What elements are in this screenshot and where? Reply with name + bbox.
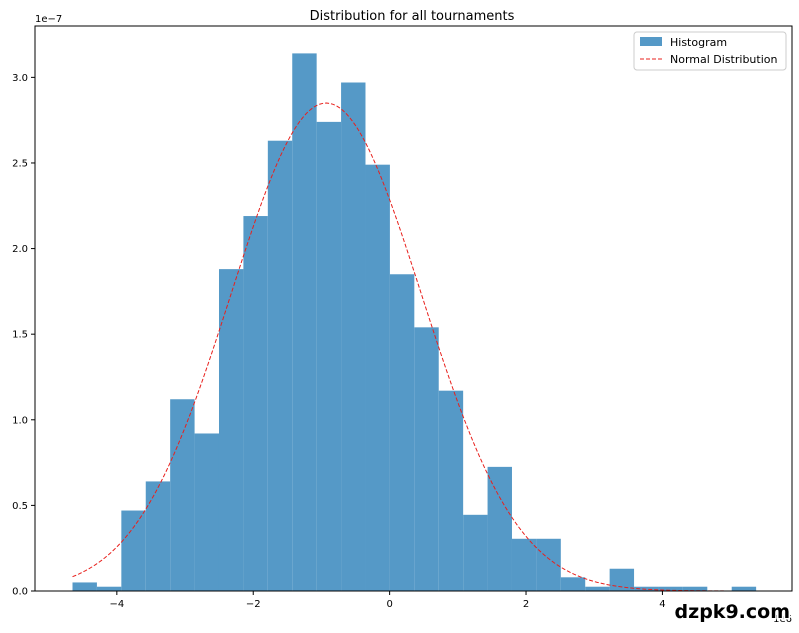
x-scale-label: 1e6: [773, 614, 792, 625]
legend-label-histogram: Histogram: [670, 36, 727, 49]
histogram-bar: [560, 577, 586, 591]
histogram-bar: [463, 514, 488, 591]
y-tick-label: 0.0: [12, 587, 28, 598]
histogram-bar: [218, 269, 244, 591]
histogram-bar: [682, 586, 708, 591]
histogram-bar: [96, 586, 122, 591]
histogram-bar: [731, 586, 757, 591]
x-tick-label: −2: [246, 599, 261, 610]
normal-distribution-curve: [72, 102, 724, 592]
histogram-bar: [316, 121, 342, 591]
y-tick-label: 0.5: [12, 501, 28, 512]
histogram-bar: [438, 390, 464, 591]
y-tick-label: 3.0: [12, 73, 28, 84]
histogram-bar: [121, 510, 146, 591]
histogram-bar: [72, 582, 97, 591]
y-axis: 0.0 0.5 1.0 1.5 2.0 2.5 3.0: [12, 73, 35, 598]
histogram-bar: [292, 53, 317, 592]
chart-title: Distribution for all tournaments: [310, 9, 515, 24]
histogram-bars: [72, 53, 757, 592]
watermark-text: dzpk9.com: [675, 601, 790, 623]
legend-label-normal: Normal Distribution: [670, 53, 777, 66]
y-tick-label: 2.0: [12, 244, 28, 255]
histogram-bar: [389, 274, 415, 591]
histogram-bar: [145, 481, 171, 591]
y-scale-label: 1e−7: [35, 14, 62, 25]
x-tick-label: 4: [659, 599, 665, 610]
x-axis: −4 −2 0 2 4: [109, 591, 666, 610]
histogram-bar: [365, 164, 390, 591]
histogram-bar: [511, 538, 537, 591]
histogram-bar: [634, 586, 659, 591]
histogram-bar: [414, 327, 439, 591]
histogram-bar: [267, 140, 293, 591]
legend-swatch-histogram: [640, 37, 662, 46]
histogram-bar: [609, 568, 635, 591]
histogram-bar: [243, 216, 268, 591]
y-tick-label: 1.0: [12, 415, 28, 426]
histogram-bar: [585, 586, 610, 591]
histogram-bar: [170, 399, 195, 591]
histogram-bar: [487, 466, 512, 591]
y-tick-label: 2.5: [12, 158, 28, 169]
x-tick-label: 0: [386, 599, 392, 610]
x-tick-label: −4: [109, 599, 124, 610]
plot-frame: [34, 25, 793, 592]
histogram-bar: [341, 82, 366, 591]
legend: Histogram Normal Distribution: [633, 31, 787, 71]
x-tick-label: 2: [523, 599, 529, 610]
legend-box: [633, 31, 787, 71]
histogram-bar: [658, 586, 683, 591]
histogram-bar: [194, 433, 219, 591]
y-tick-label: 1.5: [12, 330, 28, 341]
